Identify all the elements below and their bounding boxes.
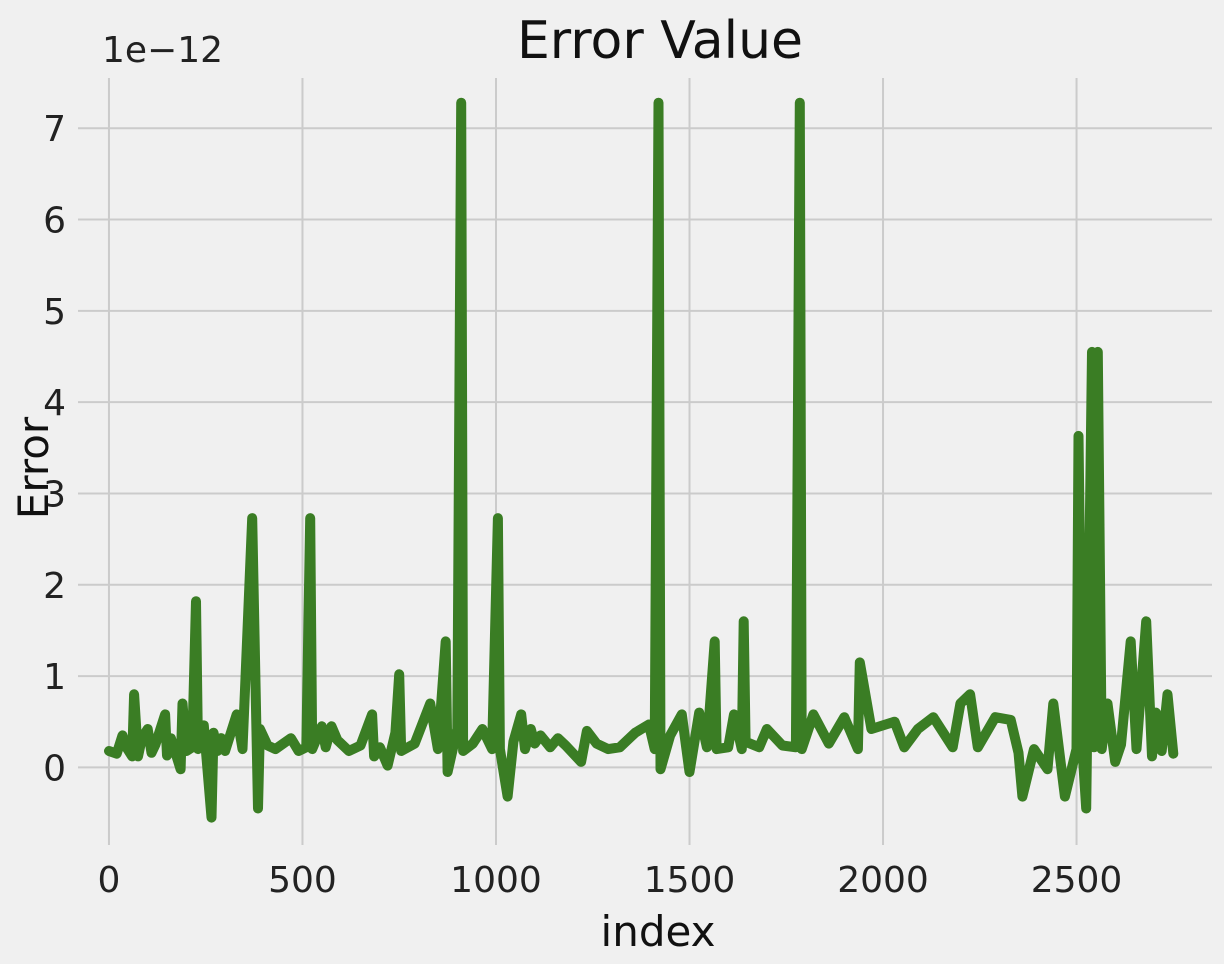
x-tick-label: 2500: [1031, 860, 1123, 901]
y-tick-label: 2: [43, 566, 66, 607]
y-tick-label: 0: [43, 748, 66, 789]
y-tick-label: 4: [43, 383, 66, 424]
grid-layer: [78, 78, 1212, 845]
y-tick-label: 1: [43, 657, 66, 698]
y-offset-label: 1e−12: [102, 30, 223, 71]
x-tick-label: 0: [98, 860, 121, 901]
error-series-line: [104, 97, 1179, 823]
tick-layer: 0 500 1000 1500 2000 2500 0 1 2 3 4 5 6 7: [43, 109, 1122, 901]
x-tick-label: 1000: [450, 860, 542, 901]
y-tick-label: 7: [43, 109, 66, 150]
y-axis-title: Error: [9, 416, 58, 519]
x-tick-label: 500: [268, 860, 337, 901]
x-axis-title: index: [601, 907, 716, 956]
x-tick-label: 2000: [837, 860, 929, 901]
y-tick-label: 6: [43, 201, 66, 242]
x-tick-label: 1500: [644, 860, 736, 901]
series-layer: [104, 97, 1179, 823]
plot-background: [78, 78, 1212, 845]
y-tick-label: 3: [43, 474, 66, 515]
y-tick-label: 5: [43, 292, 66, 333]
chart-title: Error Value: [517, 11, 803, 71]
